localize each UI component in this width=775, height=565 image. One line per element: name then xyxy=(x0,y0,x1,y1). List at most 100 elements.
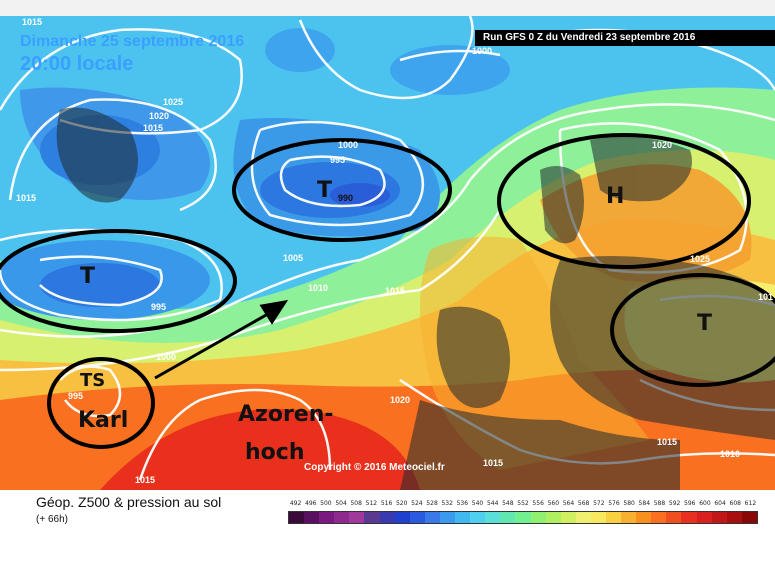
color-scale-swatch xyxy=(395,512,410,523)
isobar-label: 1005 xyxy=(283,253,303,263)
color-scale-swatch xyxy=(591,512,606,523)
isobar-label: 1025 xyxy=(690,254,710,264)
color-scale-label: 532 xyxy=(441,500,452,507)
color-scale-label: 608 xyxy=(730,500,741,507)
isobar-label: 101 xyxy=(758,292,773,302)
color-scale-label: 548 xyxy=(502,500,513,507)
color-scale-swatch xyxy=(576,512,591,523)
isobar-label: 1015 xyxy=(16,193,36,203)
color-scale-swatch xyxy=(455,512,470,523)
color-scale-label: 528 xyxy=(426,500,437,507)
color-scale-label: 600 xyxy=(699,500,710,507)
color-scale-swatch xyxy=(727,512,742,523)
color-scale-swatch xyxy=(425,512,440,523)
isobar-label: 1025 xyxy=(163,97,183,107)
color-scale-label: 492 xyxy=(290,500,301,507)
color-scale-swatch xyxy=(742,512,757,523)
color-scale-swatch xyxy=(349,512,364,523)
isobar-label: 1015 xyxy=(385,286,405,296)
run-label: Run GFS 0 Z du Vendredi 23 septembre 201… xyxy=(475,30,775,46)
color-scale-label: 560 xyxy=(548,500,559,507)
color-scale-label: 536 xyxy=(457,500,468,507)
top-bar xyxy=(0,0,775,16)
azores-high-label-line2: hoch xyxy=(245,440,304,465)
color-scale-swatch xyxy=(636,512,651,523)
color-scale-swatch xyxy=(500,512,515,523)
isobar-label: 1015 xyxy=(135,475,155,485)
color-scale-label: 596 xyxy=(684,500,695,507)
isobar-label: 1015 xyxy=(657,437,677,447)
color-scale-labels: 492 496 500 504 508 512 516 520 524 528 532 536 540 5… xyxy=(288,500,758,510)
copyright: Copyright © 2016 Meteociel.fr xyxy=(304,462,445,473)
color-scale-label: 520 xyxy=(396,500,407,507)
color-scale-label: 568 xyxy=(578,500,589,507)
color-scale-swatch xyxy=(531,512,546,523)
color-scale-swatch xyxy=(334,512,349,523)
isobar-label: 1015 xyxy=(22,17,42,27)
legend-subtitle: (+ 66h) xyxy=(36,514,68,525)
low-pressure-label: T xyxy=(80,264,95,289)
isobar-label: 995 xyxy=(151,302,166,312)
isobar-label: 1015 xyxy=(483,458,503,468)
color-scale-label: 592 xyxy=(669,500,680,507)
color-scale-label: 556 xyxy=(532,500,543,507)
isobar-label: 1020 xyxy=(149,111,169,121)
isobar-label: 995 xyxy=(68,391,83,401)
color-scale-swatch xyxy=(440,512,455,523)
color-scale-swatch xyxy=(304,512,319,523)
color-scale-label: 564 xyxy=(563,500,574,507)
color-scale-swatch xyxy=(319,512,334,523)
isobar-label: 1000 xyxy=(472,46,492,56)
color-scale-label: 576 xyxy=(608,500,619,507)
color-scale-swatch xyxy=(681,512,696,523)
high-pressure-label: H xyxy=(606,184,624,209)
low-pressure-label: T xyxy=(697,311,712,336)
color-scale-swatch xyxy=(364,512,379,523)
color-scale-swatch xyxy=(712,512,727,523)
low-pressure-label: T xyxy=(317,178,332,203)
color-scale-label: 524 xyxy=(411,500,422,507)
isobar-label: 1020 xyxy=(652,140,672,150)
isobar-label: 995 xyxy=(330,155,345,165)
isobar-label: 1010 xyxy=(720,449,740,459)
color-scale-swatch xyxy=(485,512,500,523)
azores-high-label-line1: Azoren- xyxy=(238,402,334,427)
isobar-label: 1010 xyxy=(308,283,328,293)
isobar-label: 1000 xyxy=(156,352,176,362)
color-scale-label: 552 xyxy=(517,500,528,507)
legend: Géop. Z500 & pression au sol (+ 66h) 492… xyxy=(0,490,775,565)
color-scale xyxy=(288,511,758,524)
isobar-label: 1000 xyxy=(338,140,358,150)
color-scale-swatch xyxy=(606,512,621,523)
color-scale-label: 508 xyxy=(350,500,361,507)
color-scale-swatch xyxy=(410,512,425,523)
isobar-label: 1015 xyxy=(143,123,163,133)
color-scale-label: 496 xyxy=(305,500,316,507)
color-scale-label: 540 xyxy=(472,500,483,507)
color-scale-label: 512 xyxy=(366,500,377,507)
isobar-label: 1020 xyxy=(390,395,410,405)
color-scale-label: 604 xyxy=(714,500,725,507)
color-scale-label: 500 xyxy=(320,500,331,507)
color-scale-swatch xyxy=(651,512,666,523)
color-scale-label: 584 xyxy=(639,500,650,507)
storm-name-label: Karl xyxy=(78,408,128,433)
color-scale-label: 612 xyxy=(745,500,756,507)
storm-type-label: TS xyxy=(80,370,105,391)
color-scale-swatch xyxy=(380,512,395,523)
color-scale-label: 516 xyxy=(381,500,392,507)
color-scale-label: 588 xyxy=(654,500,665,507)
color-scale-label: 572 xyxy=(593,500,604,507)
color-scale-swatch xyxy=(621,512,636,523)
color-scale-label: 504 xyxy=(335,500,346,507)
color-scale-label: 544 xyxy=(487,500,498,507)
valid-date: Dimanche 25 septembre 2016 xyxy=(20,33,244,51)
isobar-label: 990 xyxy=(338,193,353,203)
color-scale-swatch xyxy=(515,512,530,523)
color-scale-swatch xyxy=(470,512,485,523)
color-scale-label: 580 xyxy=(623,500,634,507)
legend-title: Géop. Z500 & pression au sol xyxy=(36,494,221,510)
color-scale-swatch xyxy=(546,512,561,523)
color-scale-swatch xyxy=(697,512,712,523)
